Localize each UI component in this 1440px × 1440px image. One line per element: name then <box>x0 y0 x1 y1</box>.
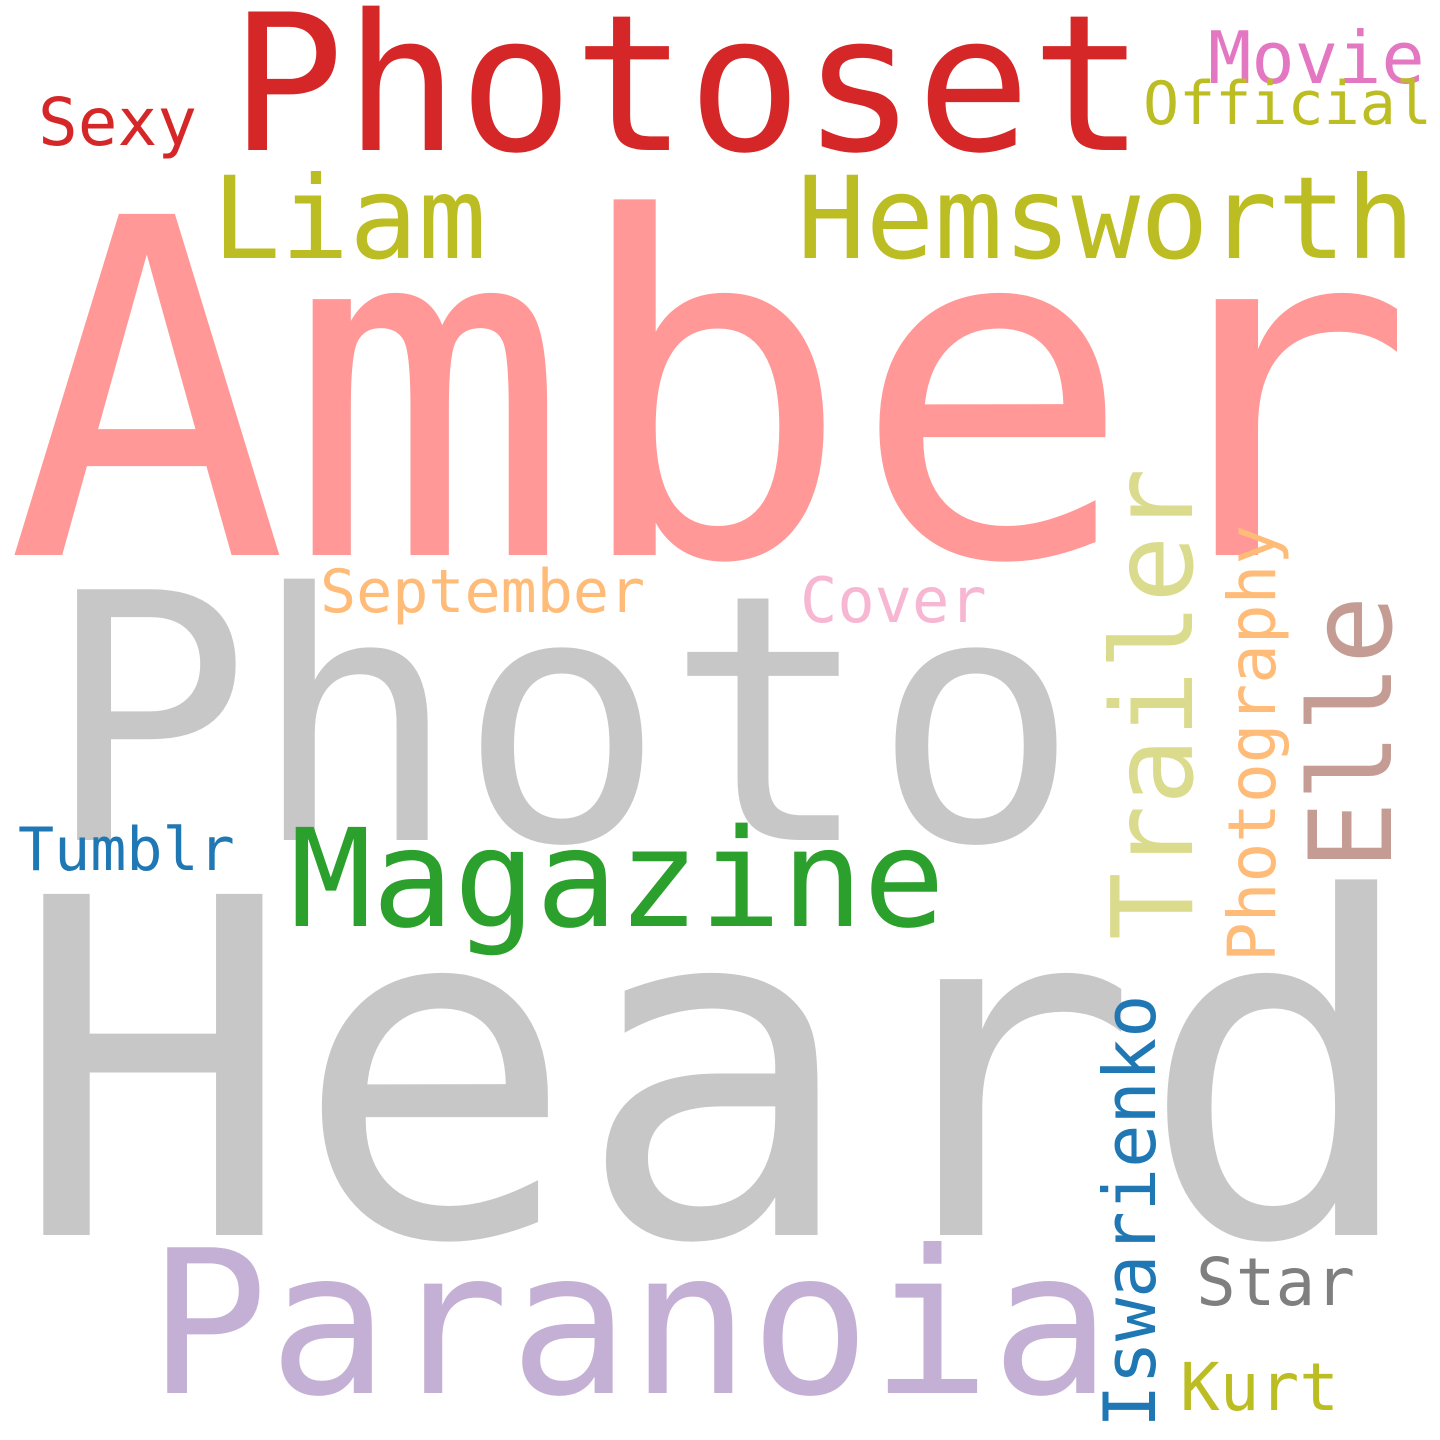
word-amber: Amber <box>6 122 1415 666</box>
word-sexy: Sexy <box>38 84 197 161</box>
word-heard: Heard <box>12 802 1421 1346</box>
word-liam: Liam <box>212 152 487 285</box>
word-photo: Photo <box>44 522 1080 922</box>
word-cover: Cover <box>800 564 987 637</box>
word-official: Official <box>1143 69 1432 139</box>
word-september: September <box>320 557 646 627</box>
word-magazine: Magazine <box>290 801 946 959</box>
word-star: Star <box>1196 1244 1355 1321</box>
word-kurt: Kurt <box>1180 1349 1339 1426</box>
word-photoset: Photoset <box>230 0 1146 195</box>
word-movie: Movie <box>1208 16 1425 100</box>
word-paranoia: Paranoia <box>148 1208 1112 1440</box>
word-tumblr: Tumblr <box>18 815 235 885</box>
word-hemsworth: Hemsworth <box>797 152 1415 285</box>
